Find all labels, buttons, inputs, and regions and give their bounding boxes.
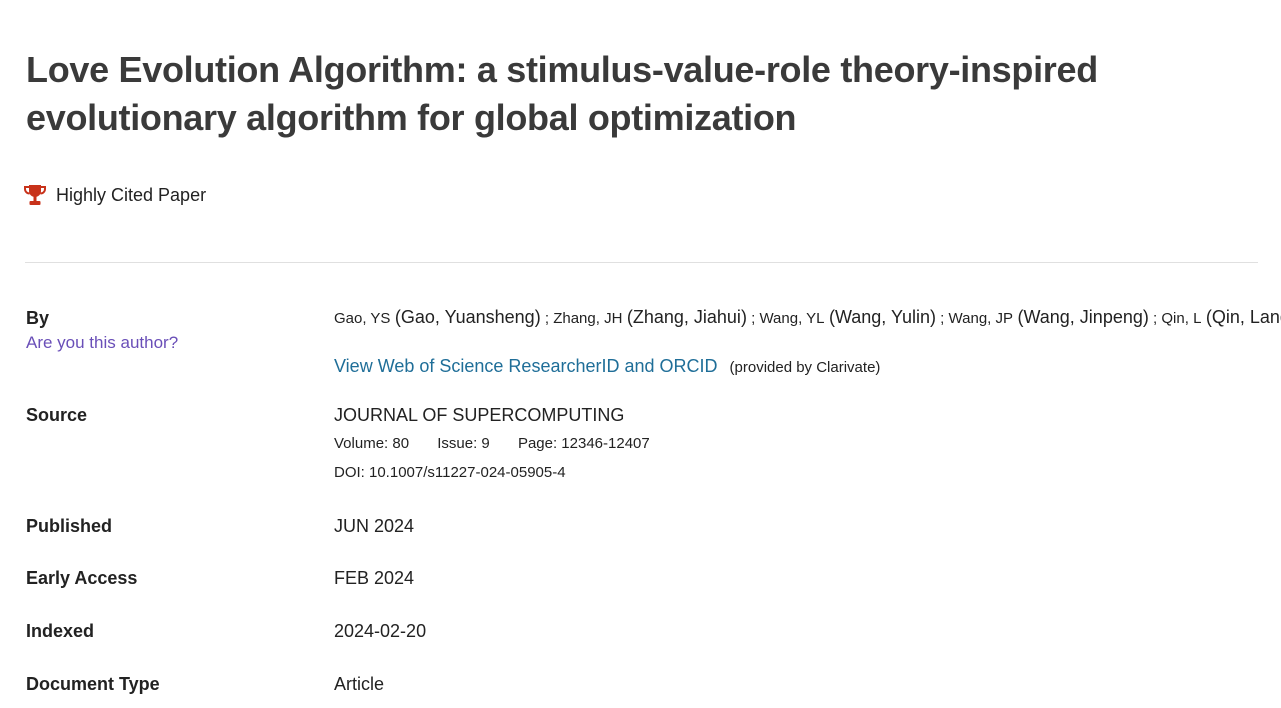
source-meta: Volume: 80 Issue: 9 Page: 12346-12407: [334, 435, 674, 452]
author-item[interactable]: Wang, YL (Wang, Yulin): [759, 307, 937, 327]
researcher-id-row: View Web of Science ResearcherID and ORC…: [334, 356, 880, 377]
author-list: Gao, YS (Gao, Yuansheng) ; Zhang, JH (Zh…: [334, 307, 1281, 328]
author-item[interactable]: Wang, JP (Wang, Jinpeng): [948, 307, 1149, 327]
researcher-id-link[interactable]: View Web of Science ResearcherID and ORC…: [334, 356, 718, 376]
early-access-label: Early Access: [26, 568, 138, 588]
author-item[interactable]: Qin, L (Qin, Lang): [1161, 307, 1281, 327]
section-divider: [25, 262, 1258, 263]
page-title: Love Evolution Algorithm: a stimulus-val…: [26, 49, 1098, 138]
doi: DOI: 10.1007/s11227-024-05905-4: [334, 464, 566, 481]
published-value: JUN 2024: [334, 516, 415, 536]
journal-name: JOURNAL OF SUPERCOMPUTING: [334, 405, 625, 425]
highly-cited-badge: Highly Cited Paper: [23, 183, 206, 207]
early-access-value: FEB 2024: [334, 568, 415, 588]
author-item[interactable]: Gao, YS (Gao, Yuansheng): [334, 307, 541, 327]
author-item[interactable]: Zhang, JH (Zhang, Jiahui): [553, 307, 747, 327]
document-type-label: Document Type: [26, 674, 160, 694]
trophy-icon: [23, 183, 47, 207]
indexed-label: Indexed: [26, 621, 95, 641]
page-range: Page: 12346-12407: [517, 435, 650, 452]
indexed-value: 2024-02-20: [334, 621, 427, 641]
volume: Volume: 80: [334, 435, 410, 452]
issue: Issue: 9: [437, 435, 490, 452]
badge-label: Highly Cited Paper: [56, 184, 207, 205]
provided-by-note: (provided by Clarivate): [729, 359, 881, 376]
document-type-value: Article: [334, 674, 385, 694]
by-label: By: [26, 308, 50, 328]
source-label: Source: [26, 405, 88, 425]
published-label: Published: [26, 516, 113, 536]
are-you-author-link[interactable]: Are you this author?: [26, 333, 179, 352]
